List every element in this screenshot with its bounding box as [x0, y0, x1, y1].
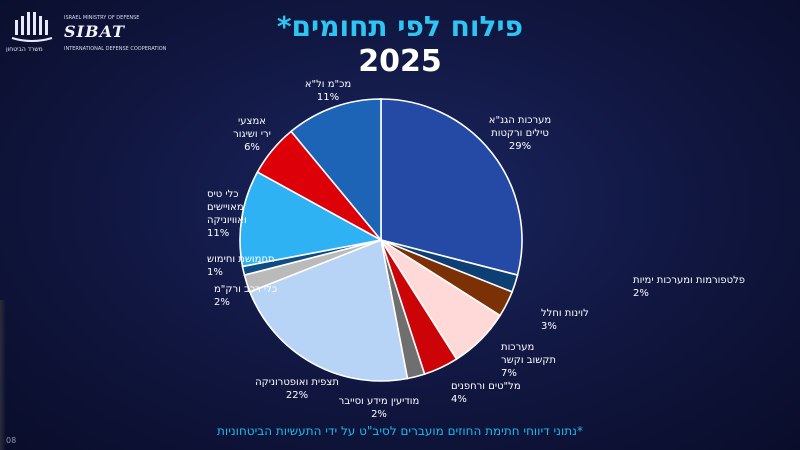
slice-label-11: אמצעי ירי ושיגור 6% [233, 116, 271, 153]
chart-title: פילוח לפי תחומים* [276, 10, 524, 43]
pie-slice-7 [248, 238, 409, 382]
slice-label-1: מערכות הגנ"א טילים ורקטות 29% [489, 115, 551, 152]
slide-number: 08 [6, 436, 17, 445]
logo-brand: SIBAT [64, 22, 126, 41]
logo-line1: ISRAEL MINISTRY OF DEFENSE [64, 15, 140, 21]
slice-label-12: מכ"מ ול"א 11% [305, 79, 351, 103]
slice-label-8: כלי רכב ורק"מ 2% [214, 284, 277, 308]
sibat-logo: ISRAEL MINISTRY OF DEFENSE SIBAT INTERNA… [6, 8, 166, 56]
pie-slice-1 [380, 98, 523, 277]
chart-subtitle: 2025 [358, 44, 442, 79]
slide-edge [0, 300, 6, 450]
slice-label-10: כלי טיס מאויישים ואוויוניקה 11% [207, 189, 247, 239]
logo-hebrew: משרד הביטחון [6, 46, 43, 53]
slice-label-2: פלטפורמות ומערכות ימיות 2% [633, 275, 745, 299]
defense-emblem-icon [11, 12, 53, 42]
logo-line2: INTERNATIONAL DEFENSE COOPERATION [64, 46, 167, 52]
slice-label-5: מל"טים ורחפנים 4% [451, 381, 521, 405]
pie-slice-12 [289, 98, 382, 243]
footnote: *נתוני דיווחי חתימת החוזים מועברים לסיב"… [217, 424, 583, 438]
slice-label-7: תצפית ואופטרוניקה 22% [255, 377, 339, 401]
slice-label-3: לוינות וחלל 3% [541, 308, 589, 332]
slice-label-4: מערכות תקשוב וקשר 7% [501, 342, 556, 379]
slice-label-9: תחמושת וחימוש 1% [207, 254, 275, 278]
pie-slice-10 [239, 170, 384, 268]
slice-label-6: מודיעין מידע וסייבר 2% [339, 396, 420, 420]
